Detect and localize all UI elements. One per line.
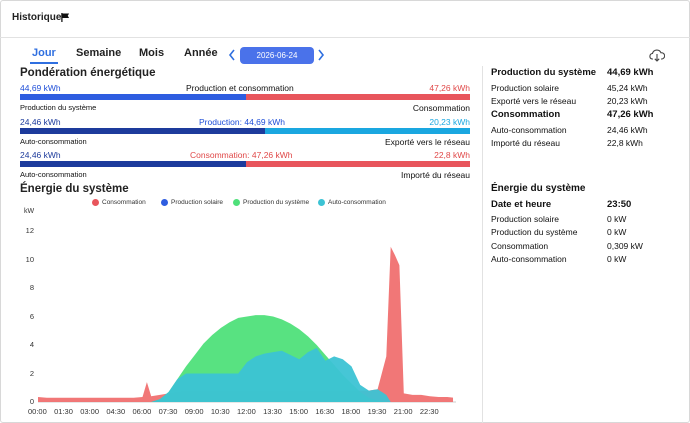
x-tick-label: 22:30 [419,407,439,416]
tab-semaine[interactable]: Semaine [76,47,122,59]
series-area-auto-consommation[interactable] [38,347,454,402]
chevron-left-icon[interactable] [227,48,237,62]
summary-solar-value: 45,24 kWh [607,83,648,93]
x-tick-label: 01:30 [54,407,73,416]
cloud-download-icon[interactable] [649,48,665,62]
system-consumption-label: Consommation [491,241,549,251]
datetime-label: Date et heure [491,199,552,210]
row1-center-label: Production et consommation [186,83,294,93]
system-consumption-value: 0,309 kW [607,241,643,251]
legend-production-solaire[interactable]: Production solaire [161,199,223,207]
legend-consommation[interactable]: Consommation [92,199,146,207]
x-tick-label: 10:30 [210,407,230,416]
summary-production-label: Production du système [491,67,597,78]
system-solar-value: 0 kW [607,214,627,224]
auto-consumption-bar [20,128,265,134]
auto-consumption-value: 24,46 kWh [20,117,61,127]
x-tick-label: 18:00 [341,407,361,416]
row3-center-label: Consommation: 47,26 kWh [190,150,293,160]
system-energy-title: Énergie du système [491,183,586,194]
x-tick-label: 04:30 [106,407,126,416]
consumption-label: Consommation [412,103,470,113]
datetime-value: 23:50 [607,199,632,210]
x-tick-label: 03:00 [80,407,100,416]
summary-export-value: 20,23 kWh [607,96,648,106]
panel-header: Historique [0,0,690,38]
auto-consumption-value-2: 24,46 kWh [20,150,61,160]
export-value: 20,23 kWh [429,117,470,127]
summary-auto-value: 24,46 kWh [607,125,648,135]
summary-consumption-value: 47,26 kWh [607,109,654,120]
x-tick-label: 13:30 [263,407,282,416]
system-solar-label: Production solaire [491,214,560,224]
panel-title: Historique [12,12,62,23]
consumption-value: 47,26 kWh [429,83,470,93]
date-picker[interactable]: 2026-06-24 [240,47,314,64]
summary-import-value: 22,8 kWh [607,138,643,148]
y-tick-label: 10 [25,254,34,264]
x-tick-label: 19:30 [367,407,387,416]
x-tick-label: 09:00 [184,407,204,416]
tab-mois[interactable]: Mois [139,47,165,59]
panel-divider [482,66,483,423]
summary-solar-label: Production solaire [491,83,560,93]
tab-jour[interactable]: Jour [30,47,58,64]
consumption-bar [246,94,470,100]
ponderation-title: Pondération énergétique [20,67,156,79]
x-tick-label: 21:00 [393,407,413,416]
system-production-label: Production du système [491,227,578,237]
series-area-production-du-syst-me[interactable] [38,315,454,402]
production-value: 44,69 kWh [20,83,61,93]
chevron-right-icon[interactable] [316,48,326,62]
production-label: Production du système [20,103,97,112]
x-tick-label: 06:00 [132,407,152,416]
auto-consumption-label: Auto-consommation [20,137,87,146]
import-bar [246,161,470,167]
flag-icon[interactable] [61,13,70,22]
auto-consumption-label-2: Auto-consommation [20,170,87,179]
system-production-value: 0 kW [607,227,627,237]
system-auto-value: 0 kW [607,254,627,264]
y-axis-unit: kW [24,208,35,215]
import-label: Importé du réseau [401,170,470,180]
row2-center-label: Production: 44,69 kWh [199,117,285,127]
summary-auto-label: Auto-consommation [491,125,567,135]
y-tick-label: 0 [29,397,34,406]
auto-consumption-bar-2 [20,161,246,167]
y-tick-label: 6 [29,311,34,321]
tab-annee[interactable]: Année [184,47,218,59]
import-value: 22,8 kWh [434,150,470,160]
summary-export-label: Exporté vers le réseau [491,96,577,106]
summary-consumption-label: Consommation [491,109,561,120]
summary-production-value: 44,69 kWh [607,67,654,78]
export-label: Exporté vers le réseau [384,137,470,147]
y-tick-label: 4 [29,340,34,349]
x-tick-label: 00:00 [28,407,47,416]
y-tick-label: 12 [25,226,34,235]
summary-import-label: Importé du réseau [491,138,560,148]
x-tick-label: 12:00 [237,407,256,416]
export-bar [265,128,470,134]
legend-production-systeme[interactable]: Production du système [233,199,309,207]
x-tick-label: 07:30 [158,407,178,416]
system-auto-label: Auto-consommation [491,254,567,264]
legend-auto-consommation[interactable]: Auto-consommation [318,199,386,207]
y-tick-label: 2 [29,368,34,378]
x-tick-label: 15:00 [289,407,309,416]
energy-chart-title: Énergie du système [20,183,129,195]
production-bar [20,94,246,100]
x-tick-label: 16:30 [315,407,335,416]
y-tick-label: 8 [29,283,34,292]
